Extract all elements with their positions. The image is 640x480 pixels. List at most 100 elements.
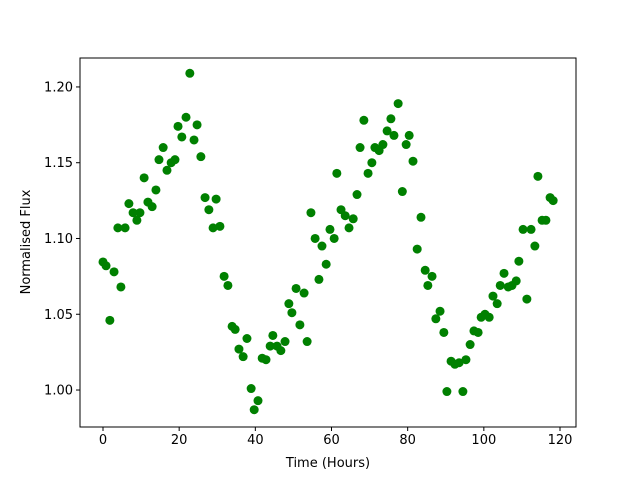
point bbox=[499, 268, 509, 278]
point bbox=[177, 132, 187, 142]
point bbox=[200, 193, 210, 203]
point bbox=[113, 223, 123, 233]
point bbox=[280, 337, 290, 347]
point bbox=[461, 355, 471, 365]
point bbox=[223, 280, 233, 290]
point bbox=[238, 352, 248, 362]
x-tick-label: 20 bbox=[171, 433, 188, 448]
point bbox=[389, 130, 399, 140]
point bbox=[363, 168, 373, 178]
point bbox=[219, 271, 229, 281]
point bbox=[116, 282, 126, 292]
point bbox=[442, 387, 452, 397]
point bbox=[416, 212, 426, 222]
y-tick-label: 1.05 bbox=[44, 308, 73, 323]
point bbox=[492, 299, 502, 309]
axes-frame bbox=[79, 57, 577, 428]
x-tick-label: 120 bbox=[548, 433, 573, 448]
point bbox=[359, 115, 369, 125]
point bbox=[386, 114, 396, 124]
point bbox=[401, 140, 411, 150]
point bbox=[192, 120, 202, 130]
point bbox=[522, 294, 532, 304]
point bbox=[101, 261, 111, 271]
x-tick-label: 40 bbox=[247, 433, 264, 448]
point bbox=[215, 221, 225, 231]
x-tick-label: 60 bbox=[323, 433, 340, 448]
point bbox=[265, 341, 275, 351]
y-tick-label: 1.00 bbox=[44, 384, 73, 399]
point bbox=[393, 99, 403, 109]
point bbox=[348, 214, 358, 224]
point bbox=[423, 280, 433, 290]
point bbox=[173, 121, 183, 131]
point bbox=[242, 334, 252, 344]
x-axis-label: Time (Hours) bbox=[285, 456, 370, 471]
point bbox=[139, 173, 149, 183]
point bbox=[120, 223, 130, 233]
point bbox=[306, 208, 316, 218]
point bbox=[284, 299, 294, 309]
point bbox=[439, 327, 449, 337]
point bbox=[431, 314, 441, 324]
point bbox=[162, 165, 172, 175]
y-axis-label: Normalised Flux bbox=[19, 189, 34, 294]
x-tick-label: 100 bbox=[471, 433, 496, 448]
plot-area bbox=[98, 68, 558, 415]
point bbox=[147, 202, 157, 212]
point bbox=[314, 274, 324, 284]
point bbox=[473, 327, 483, 337]
point bbox=[109, 267, 119, 277]
point bbox=[302, 337, 312, 347]
point bbox=[420, 265, 430, 275]
point bbox=[530, 241, 540, 251]
point bbox=[511, 276, 521, 286]
point bbox=[105, 315, 115, 325]
point bbox=[548, 196, 558, 206]
point bbox=[382, 126, 392, 136]
point bbox=[185, 68, 195, 78]
point bbox=[295, 320, 305, 330]
point bbox=[276, 346, 286, 356]
point bbox=[230, 324, 240, 334]
point bbox=[465, 340, 475, 350]
point bbox=[378, 140, 388, 150]
x-tick-label: 80 bbox=[399, 433, 416, 448]
point bbox=[404, 130, 414, 140]
point bbox=[287, 308, 297, 318]
point bbox=[408, 156, 418, 166]
point bbox=[325, 224, 335, 234]
point bbox=[412, 244, 422, 254]
x-tick-label: 0 bbox=[99, 433, 107, 448]
point bbox=[158, 143, 168, 153]
point bbox=[132, 215, 142, 225]
point bbox=[154, 155, 164, 165]
point bbox=[151, 185, 161, 195]
point bbox=[514, 256, 524, 266]
point bbox=[310, 233, 320, 243]
point bbox=[261, 355, 271, 365]
point bbox=[340, 211, 350, 221]
point bbox=[268, 330, 278, 340]
point bbox=[427, 271, 437, 281]
point bbox=[355, 143, 365, 153]
point bbox=[397, 187, 407, 197]
point bbox=[488, 291, 498, 301]
y-tick-label: 1.15 bbox=[44, 156, 73, 171]
point bbox=[352, 190, 362, 200]
point bbox=[317, 241, 327, 251]
point bbox=[533, 171, 543, 181]
point bbox=[246, 384, 256, 394]
point bbox=[211, 194, 221, 204]
point bbox=[458, 387, 468, 397]
point bbox=[526, 224, 536, 234]
point bbox=[234, 344, 244, 354]
point bbox=[518, 224, 528, 234]
point bbox=[124, 199, 134, 209]
point bbox=[344, 223, 354, 233]
point bbox=[170, 155, 180, 165]
point bbox=[541, 215, 551, 225]
